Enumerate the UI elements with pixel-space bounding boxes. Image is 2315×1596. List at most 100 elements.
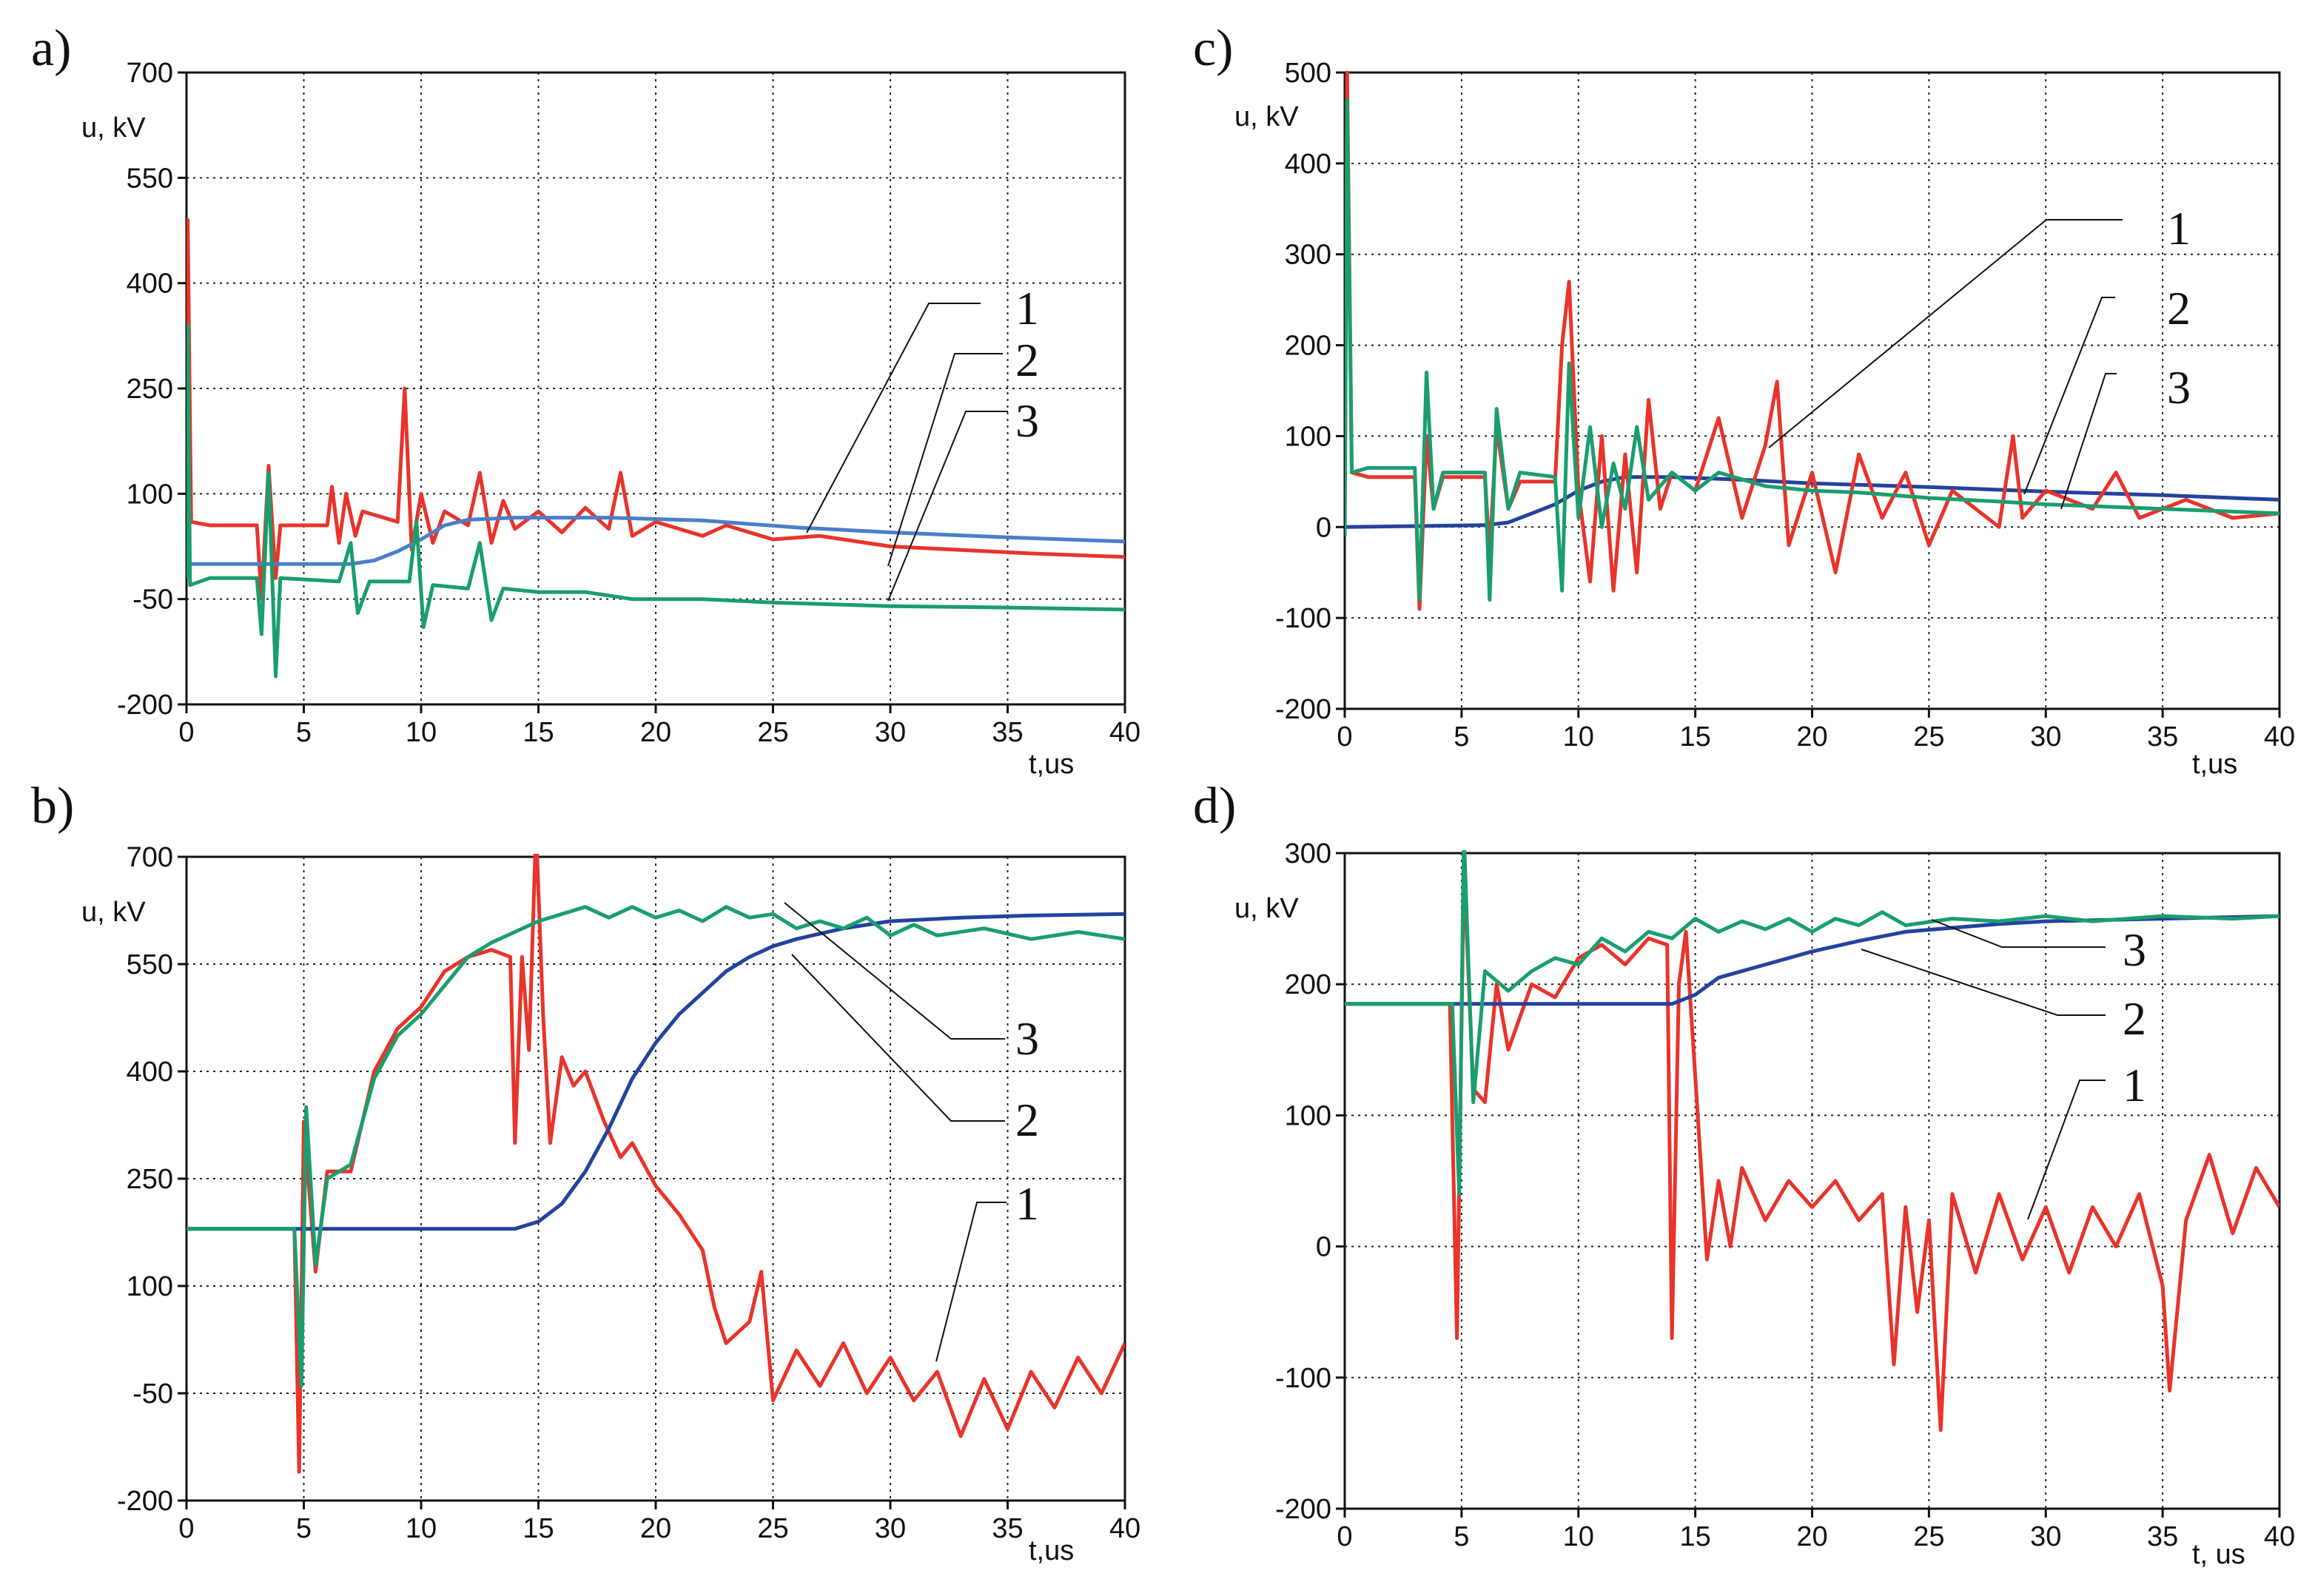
y-tick-label: -200 <box>117 1486 173 1517</box>
series-line-2 <box>187 912 1125 1231</box>
y-tick-label: 700 <box>127 58 173 89</box>
curve-number-1: 1 <box>1015 282 1039 334</box>
x-tick-label: 15 <box>523 1513 554 1544</box>
x-tick-label: 25 <box>757 717 788 748</box>
panel-label-c: c) <box>1193 20 1233 77</box>
y-axis-label: u, kV <box>1234 101 1299 132</box>
curve-number-3: 3 <box>1015 1012 1039 1065</box>
y-tick-label: 400 <box>127 1057 173 1088</box>
x-tick-label: 30 <box>2030 721 2061 752</box>
y-tick-label: -200 <box>1275 694 1331 725</box>
x-tick-label: 0 <box>1337 1521 1352 1552</box>
y-tick-label: 400 <box>127 269 173 300</box>
y-axis-label: u, kV <box>81 112 146 144</box>
x-tick-label: 40 <box>2264 1521 2295 1552</box>
y-tick-label: 550 <box>127 949 173 980</box>
panel-b: b) 0 5 10 15 20 25 30 35 40 -200 -50 100 250 400 550 700… <box>31 778 1140 1566</box>
series-line-3 <box>187 323 1125 679</box>
y-tick-label: 200 <box>1285 331 1331 362</box>
y-tick-label: 700 <box>127 842 173 873</box>
curve-number-2: 2 <box>1015 1094 1039 1146</box>
x-tick-label: 25 <box>757 1513 788 1544</box>
x-tick-label: 0 <box>178 717 194 748</box>
y-tick-label: -100 <box>1275 1363 1331 1394</box>
x-axis-label: t,us <box>1029 749 1074 780</box>
y-tick-label: 100 <box>127 479 173 510</box>
leader-line-1 <box>806 303 981 533</box>
series-group <box>1345 70 2279 611</box>
curve-number-3: 3 <box>2167 361 2191 414</box>
y-tick-label: 0 <box>1316 1232 1331 1263</box>
panel-a: a) 0 5 10 15 20 25 30 35 40 -200 -50 100 250 400 550 700… <box>31 20 1140 780</box>
y-tick-label: 550 <box>127 163 173 194</box>
y-tick-label: 100 <box>127 1271 173 1302</box>
y-tick-label: 250 <box>127 374 173 405</box>
x-tick-label: 10 <box>406 1513 437 1544</box>
curve-number-1: 1 <box>1015 1177 1039 1230</box>
leader-line-2 <box>2023 297 2115 495</box>
leader-line-2 <box>887 353 1003 567</box>
series-line-2 <box>187 516 1125 566</box>
y-tick-label: 0 <box>1316 512 1331 543</box>
x-tick-label: 5 <box>296 717 312 748</box>
y-tick-label: 100 <box>1285 421 1331 452</box>
series-line-1 <box>1345 864 2279 1432</box>
panel-label-b: b) <box>31 778 74 835</box>
x-tick-label: 40 <box>2264 721 2295 752</box>
leader-line-1 <box>935 1202 1007 1362</box>
leader-line-3 <box>2060 373 2117 510</box>
x-tick-label: 15 <box>523 717 554 748</box>
y-tick-label: 300 <box>1285 838 1331 869</box>
y-tick-label: -50 <box>132 1378 173 1410</box>
x-tick-label: 30 <box>875 1513 906 1544</box>
x-axis-label: t, us <box>2192 1539 2245 1570</box>
x-axis-label: t,us <box>2192 749 2237 780</box>
x-tick-label: 20 <box>1796 1521 1827 1552</box>
curve-number-3: 3 <box>2123 923 2146 976</box>
y-tick-label: -100 <box>1275 603 1331 634</box>
panel-d: d) 0 5 10 15 20 25 30 35 40 -200 -100 0 100 200 300 u, k… <box>1193 778 2295 1570</box>
y-tick-label: 250 <box>127 1164 173 1195</box>
series-group <box>187 218 1125 679</box>
x-tick-label: 15 <box>1679 1521 1710 1552</box>
leader-line-2 <box>1861 949 2106 1016</box>
leader-line-3 <box>784 902 1005 1040</box>
x-tick-label: 35 <box>2147 1521 2178 1552</box>
y-tick-label: 100 <box>1285 1100 1331 1131</box>
curve-number-1: 1 <box>2167 202 2191 255</box>
leader-line-1 <box>2027 1080 2106 1220</box>
x-tick-label: 10 <box>1563 721 1594 752</box>
y-tick-label: 200 <box>1285 969 1331 1000</box>
x-tick-label: 5 <box>1454 721 1469 752</box>
series-line-1 <box>187 218 1125 602</box>
leader-line-3 <box>887 411 1008 602</box>
x-tick-label: 25 <box>1913 1521 1944 1552</box>
series-line-3 <box>1345 98 2279 602</box>
curve-number-2: 2 <box>1015 334 1039 386</box>
leader-line-1 <box>1768 219 2123 448</box>
y-tick-label: 400 <box>1285 149 1331 180</box>
x-axis-label: t,us <box>1029 1535 1074 1566</box>
y-tick-label: -50 <box>132 585 173 616</box>
leader-line-2 <box>791 954 1005 1122</box>
x-tick-label: 35 <box>2147 721 2178 752</box>
x-tick-label: 20 <box>1796 721 1827 752</box>
y-axis-label: u, kV <box>81 897 146 928</box>
x-tick-label: 20 <box>640 717 671 748</box>
x-tick-label: 10 <box>1563 1521 1594 1552</box>
x-tick-label: 5 <box>1454 1521 1469 1552</box>
curve-number-1: 1 <box>2123 1059 2146 1111</box>
curve-number-2: 2 <box>2167 282 2191 334</box>
series-line-1 <box>1345 475 2279 529</box>
series-line-2 <box>1345 914 2279 1006</box>
series-line-3 <box>1345 850 2279 1196</box>
series-group <box>187 854 1125 1474</box>
x-tick-label: 0 <box>1337 721 1352 752</box>
leader-line-3 <box>1931 919 2106 948</box>
curve-number-2: 2 <box>2123 992 2146 1045</box>
y-tick-label: 300 <box>1285 240 1331 271</box>
y-tick-label: 500 <box>1285 58 1331 89</box>
x-tick-label: 35 <box>992 1513 1023 1544</box>
x-tick-label: 40 <box>1109 1513 1140 1544</box>
series-group <box>1345 850 2279 1432</box>
